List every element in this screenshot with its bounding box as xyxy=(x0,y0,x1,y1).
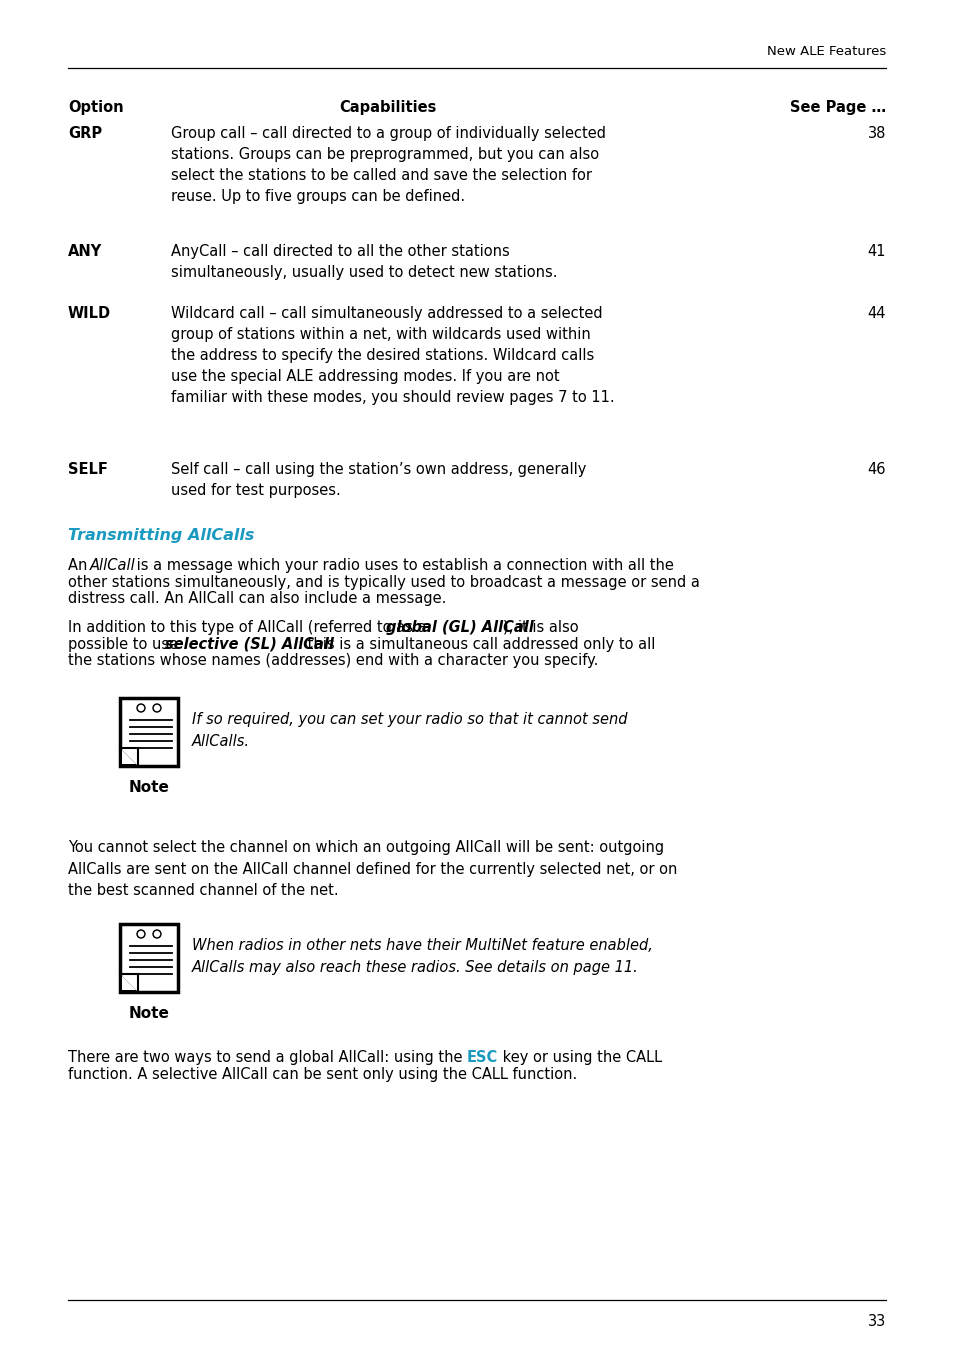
Text: Option: Option xyxy=(68,100,124,115)
Polygon shape xyxy=(120,973,138,992)
Text: AllCall: AllCall xyxy=(90,558,135,573)
Circle shape xyxy=(152,930,161,938)
Text: You cannot select the channel on which an outgoing AllCall will be sent: outgoin: You cannot select the channel on which a… xyxy=(68,840,677,898)
Circle shape xyxy=(138,932,143,937)
Text: Group call – call directed to a group of individually selected
stations. Groups : Group call – call directed to a group of… xyxy=(171,126,605,204)
Text: ANY: ANY xyxy=(68,243,102,260)
Text: Wildcard call – call simultaneously addressed to a selected
group of stations wi: Wildcard call – call simultaneously addr… xyxy=(171,306,614,406)
Text: global (GL) AllCall: global (GL) AllCall xyxy=(386,621,533,635)
Text: : this is a simultaneous call addressed only to all: : this is a simultaneous call addressed … xyxy=(297,637,655,652)
Text: ESC: ESC xyxy=(467,1051,497,1065)
Text: the stations whose names (addresses) end with a character you specify.: the stations whose names (addresses) end… xyxy=(68,653,598,668)
Text: Note: Note xyxy=(129,1006,170,1021)
Text: ), it is also: ), it is also xyxy=(502,621,578,635)
Text: GRP: GRP xyxy=(68,126,102,141)
Text: 46: 46 xyxy=(866,462,885,477)
Bar xyxy=(120,923,178,992)
Text: In addition to this type of AllCall (referred to as a: In addition to this type of AllCall (ref… xyxy=(68,621,431,635)
Circle shape xyxy=(137,704,145,713)
Text: When radios in other nets have their MultiNet feature enabled,
AllCalls may also: When radios in other nets have their Mul… xyxy=(192,938,652,975)
Text: 44: 44 xyxy=(866,306,885,320)
Text: function. A selective AllCall can be sent only using the CALL function.: function. A selective AllCall can be sen… xyxy=(68,1067,577,1082)
Text: other stations simultaneously, and is typically used to broadcast a message or s: other stations simultaneously, and is ty… xyxy=(68,575,700,589)
Text: distress call. An AllCall can also include a message.: distress call. An AllCall can also inclu… xyxy=(68,591,446,606)
Text: There are two ways to send a global AllCall: using the: There are two ways to send a global AllC… xyxy=(68,1051,467,1065)
Text: AnyCall – call directed to all the other stations
simultaneously, usually used t: AnyCall – call directed to all the other… xyxy=(171,243,557,280)
Circle shape xyxy=(154,706,159,711)
Polygon shape xyxy=(120,748,138,767)
Circle shape xyxy=(154,932,159,937)
Circle shape xyxy=(138,706,143,711)
Text: Transmitting AllCalls: Transmitting AllCalls xyxy=(68,529,254,544)
Text: 41: 41 xyxy=(866,243,885,260)
Text: key or using the CALL: key or using the CALL xyxy=(497,1051,661,1065)
Text: is a message which your radio uses to establish a connection with all the: is a message which your radio uses to es… xyxy=(132,558,673,573)
Text: SELF: SELF xyxy=(68,462,108,477)
Polygon shape xyxy=(122,750,136,764)
Text: possible to use: possible to use xyxy=(68,637,183,652)
Text: See Page …: See Page … xyxy=(789,100,885,115)
Circle shape xyxy=(137,930,145,938)
Circle shape xyxy=(152,704,161,713)
Text: If so required, you can set your radio so that it cannot send
AllCalls.: If so required, you can set your radio s… xyxy=(192,713,627,749)
Text: Capabilities: Capabilities xyxy=(339,100,436,115)
Polygon shape xyxy=(122,976,136,990)
Text: WILD: WILD xyxy=(68,306,111,320)
Text: 38: 38 xyxy=(866,126,885,141)
Text: Note: Note xyxy=(129,780,170,795)
Text: New ALE Features: New ALE Features xyxy=(766,45,885,58)
Text: selective (SL) AllCall: selective (SL) AllCall xyxy=(165,637,334,652)
Bar xyxy=(120,698,178,767)
Text: Self call – call using the station’s own address, generally
used for test purpos: Self call – call using the station’s own… xyxy=(171,462,586,498)
Text: 33: 33 xyxy=(867,1314,885,1329)
Text: An: An xyxy=(68,558,91,573)
